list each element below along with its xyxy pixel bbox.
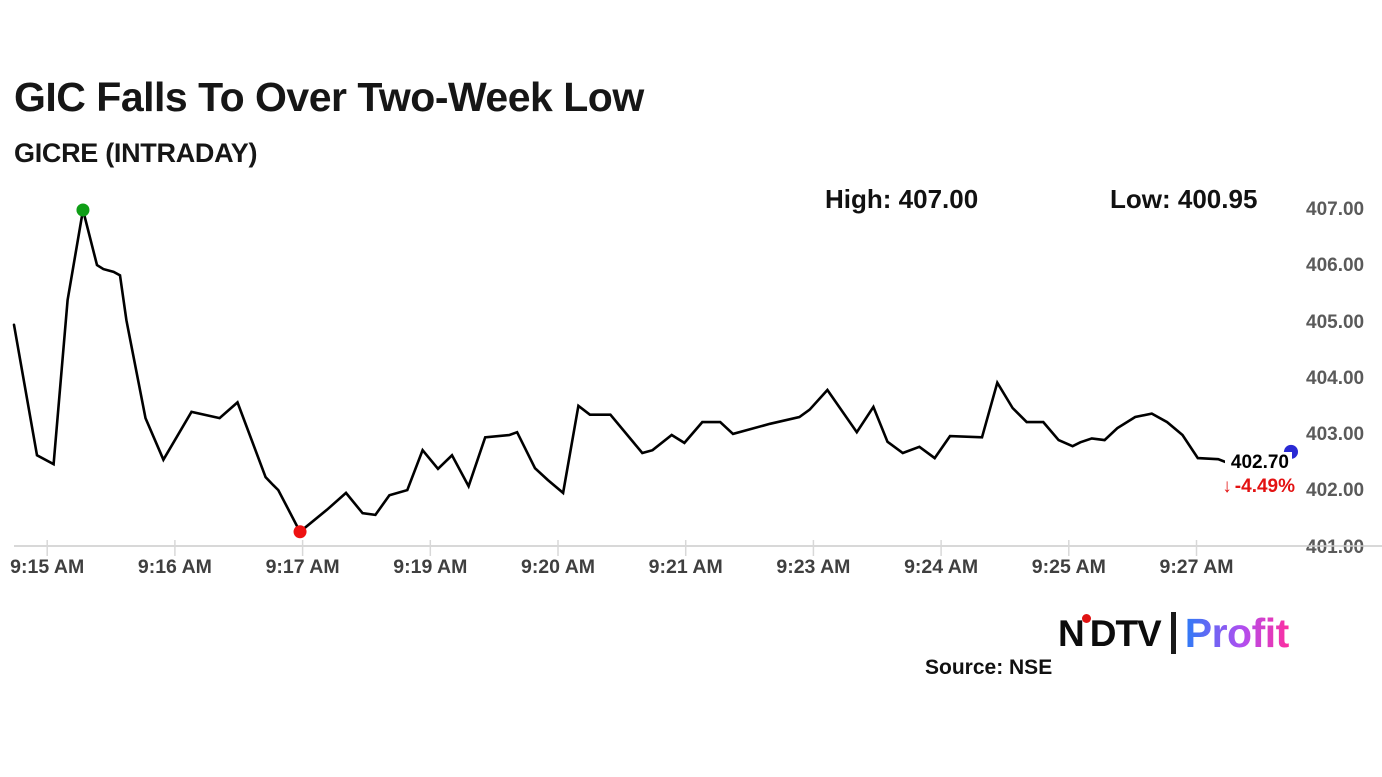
high-value: 407.00 [898, 184, 979, 214]
ndtv-red-dot-icon [1081, 614, 1091, 623]
source-credit: Source: NSE [925, 656, 1053, 679]
y-tick-label: 405.00 [1306, 311, 1365, 333]
high-point-marker [76, 203, 90, 217]
logo-divider [1170, 612, 1176, 654]
y-tick-label: 404.00 [1306, 367, 1365, 389]
x-tick-label: 9:20 AM [520, 556, 596, 578]
ndtv-profit-logo: N DTV Profit [1058, 610, 1289, 656]
x-tick-label: 9:21 AM [648, 556, 723, 578]
x-tick-label: 9:16 AM [137, 556, 212, 578]
down-arrow-icon: ↓ [1222, 476, 1232, 497]
x-tick-label: 9:15 AM [10, 556, 85, 578]
x-tick-label: 9:23 AM [776, 556, 851, 578]
x-tick-label: 9:27 AM [1159, 556, 1234, 578]
chart-title: GIC Falls To Over Two-Week Low [14, 74, 644, 120]
last-price-label: 402.70 [1224, 452, 1292, 475]
x-tick-label: 9:17 AM [265, 556, 340, 578]
price-line [12, 209, 1293, 534]
low-label: Low: [1110, 184, 1171, 214]
ndtv-letters-dtv: DTV [1089, 613, 1162, 654]
profit-logo-text: Profit [1184, 609, 1290, 656]
ndtv-letter-n: N [1058, 613, 1085, 654]
last-change-label: ↓ -4.49% [1222, 476, 1295, 498]
low-point-marker [293, 525, 307, 539]
x-tick-label: 9:24 AM [904, 556, 979, 578]
y-tick-label: 406.00 [1306, 255, 1365, 277]
high-label: High: [825, 184, 892, 214]
high-stat: High: 407.00 [825, 184, 978, 215]
y-tick-label: 401.00 [1306, 536, 1365, 558]
ndtv-logo-text: N DTV [1058, 613, 1162, 654]
y-tick-label: 407.00 [1306, 199, 1365, 220]
high-low-row: High: 407.00 Low: 400.95 [0, 184, 1382, 214]
change-percent: -4.49% [1234, 476, 1295, 497]
low-stat: Low: 400.95 [1110, 184, 1257, 215]
y-tick-label: 403.00 [1306, 424, 1365, 445]
x-tick-label: 9:19 AM [393, 556, 468, 578]
chart-subtitle: GICRE (INTRADAY) [14, 138, 258, 168]
y-tick-label: 402.00 [1306, 480, 1365, 502]
x-tick-label: 9:25 AM [1031, 556, 1106, 578]
low-value: 400.95 [1177, 184, 1258, 214]
